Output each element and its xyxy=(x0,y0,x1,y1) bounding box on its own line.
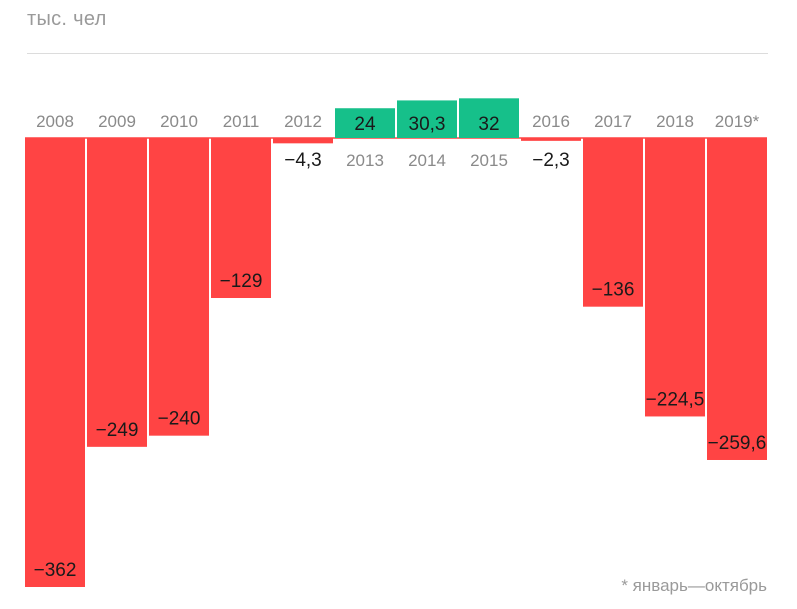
year-label: 2016 xyxy=(532,112,570,131)
year-label: 2014 xyxy=(408,151,446,170)
value-label: −4,3 xyxy=(284,150,322,171)
value-label: −136 xyxy=(592,280,635,301)
year-label: 2009 xyxy=(98,112,136,131)
bar-2009 xyxy=(87,138,147,447)
value-label: −224,5 xyxy=(646,389,705,410)
bar-2019 xyxy=(707,138,767,460)
year-label: 2008 xyxy=(36,112,74,131)
value-label: 24 xyxy=(354,114,376,135)
value-label: −2,3 xyxy=(532,150,570,171)
year-label: 2011 xyxy=(223,112,260,131)
value-label: 32 xyxy=(478,114,499,135)
bar-2018 xyxy=(645,138,705,417)
bar-2011 xyxy=(211,138,271,299)
year-label: 2018 xyxy=(656,112,694,131)
unit-label: тыс. чел xyxy=(27,8,107,30)
value-label: −129 xyxy=(220,271,263,292)
year-label: 2017 xyxy=(594,112,632,131)
value-label: −362 xyxy=(34,560,77,581)
bar-2012 xyxy=(273,138,333,144)
year-label: 2010 xyxy=(160,112,198,131)
value-label: −249 xyxy=(96,420,139,441)
value-label: 30,3 xyxy=(409,114,446,135)
year-label: 2012 xyxy=(284,112,322,131)
year-label: 2015 xyxy=(470,151,508,170)
bar-2008 xyxy=(25,138,85,587)
footnote: * январь—октябрь xyxy=(621,576,767,595)
year-label: 2013 xyxy=(346,151,384,170)
bar-2016 xyxy=(521,138,581,141)
year-label: 2019* xyxy=(715,112,760,131)
top-divider xyxy=(27,53,768,54)
bar-2015 xyxy=(459,98,519,138)
value-label: −240 xyxy=(158,409,201,430)
bar-2014 xyxy=(397,100,457,138)
bar-2017 xyxy=(583,138,643,307)
bar-2010 xyxy=(149,138,209,436)
bar-2013 xyxy=(335,108,395,138)
value-label: −259,6 xyxy=(708,433,767,454)
